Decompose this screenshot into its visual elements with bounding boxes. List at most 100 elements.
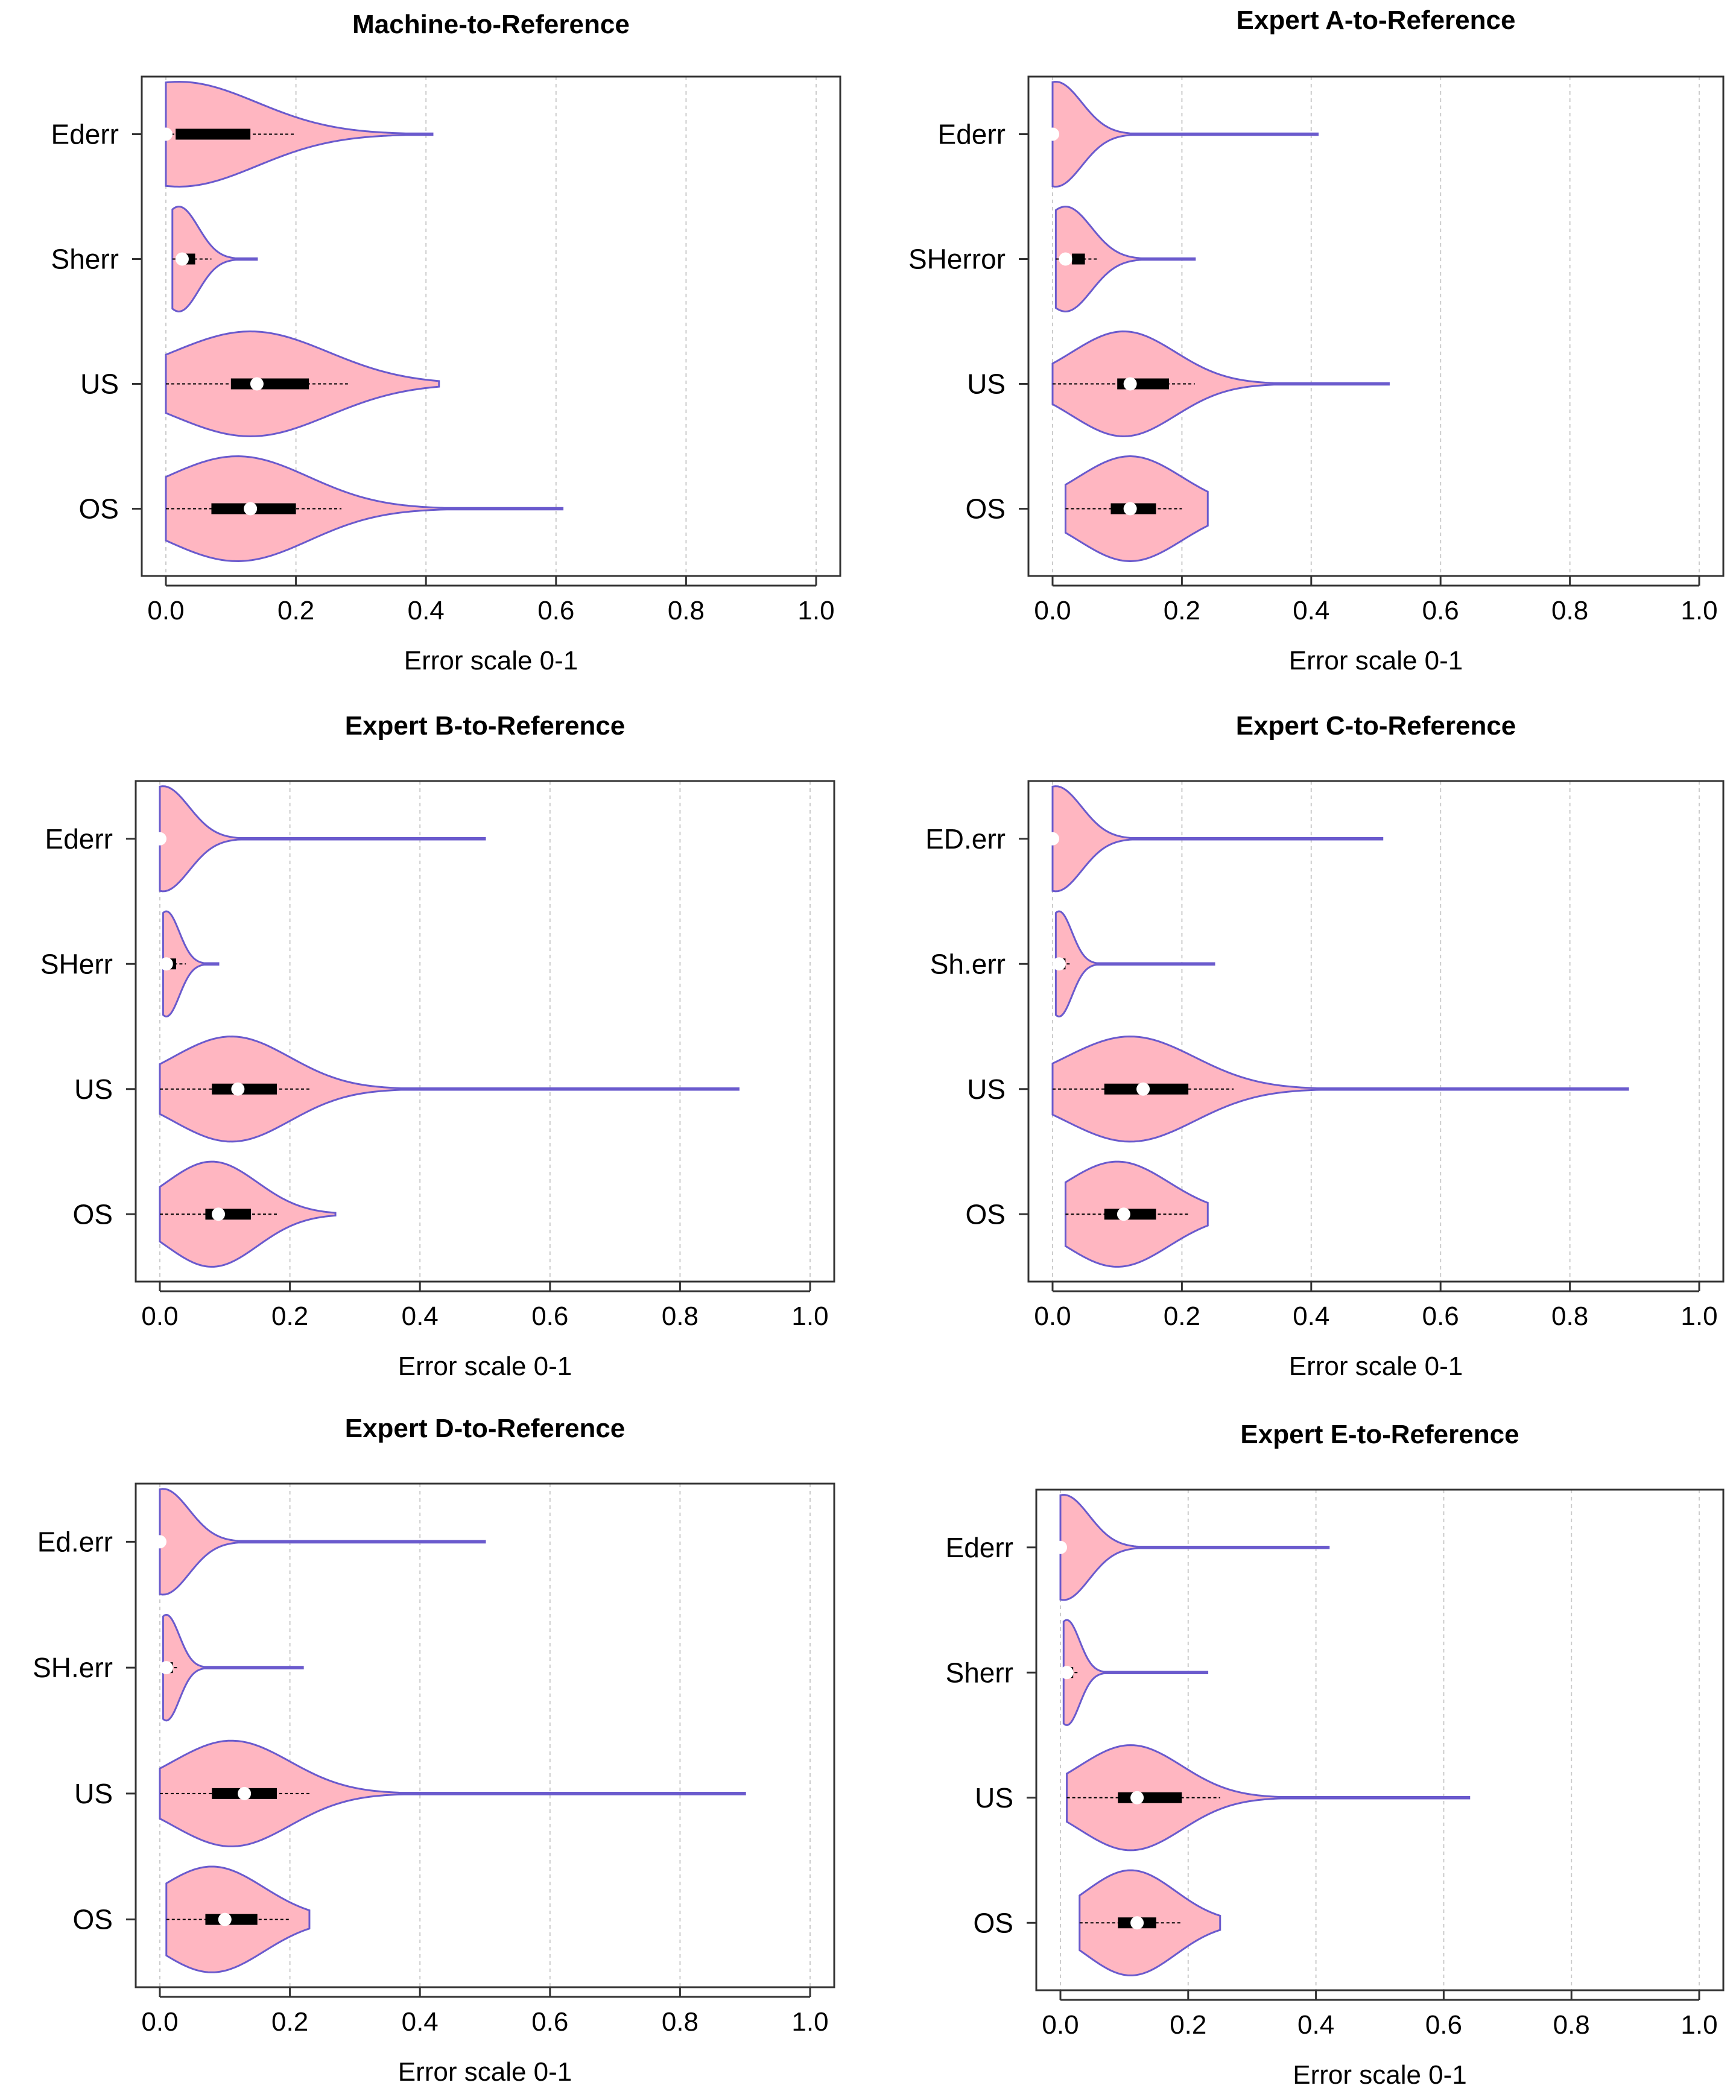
median-marker bbox=[244, 502, 258, 516]
violin-sherr: Sherr bbox=[51, 206, 258, 312]
median-marker bbox=[1117, 1207, 1130, 1221]
panel-3: Expert B-to-Reference 0.0 0.2 0.4 0.6 0.8 1.0 E… bbox=[40, 711, 835, 1381]
panel-5: Expert D-to-Reference 0.0 0.2 0.4 0.6 0.8 1.0 E… bbox=[33, 1414, 835, 2087]
x-tick-label: 0.2 bbox=[271, 2007, 308, 2037]
x-axis-label: Error scale 0-1 bbox=[398, 2057, 572, 2087]
x-tick-label: 1.0 bbox=[797, 596, 834, 625]
x-axis-label: Error scale 0-1 bbox=[398, 1352, 572, 1381]
x-tick-label: 0.8 bbox=[1551, 1301, 1588, 1331]
median-marker bbox=[153, 1535, 166, 1549]
x-tick-label: 0.2 bbox=[277, 596, 314, 625]
median-marker bbox=[175, 252, 189, 266]
median-marker bbox=[1136, 1082, 1150, 1096]
violin-sh-err: Sh.err bbox=[930, 910, 1215, 1017]
violin-body bbox=[1051, 81, 1319, 188]
category-label: US bbox=[74, 1778, 113, 1809]
chart-title: Expert D-to-Reference bbox=[345, 1414, 626, 1443]
category-label: OS bbox=[966, 1198, 1006, 1230]
x-tick-label: 0.2 bbox=[1164, 1301, 1200, 1331]
category-label: OS bbox=[966, 493, 1006, 525]
violin-ederr: Ederr bbox=[51, 81, 434, 188]
violin-body bbox=[159, 1739, 746, 1848]
category-label: Ed.err bbox=[37, 1526, 113, 1557]
violin-body bbox=[162, 1613, 304, 1722]
category-label: SH.err bbox=[33, 1652, 113, 1683]
category-label: Sherr bbox=[946, 1657, 1013, 1688]
x-tick-label: 0.8 bbox=[662, 1301, 699, 1331]
x-tick-label: 0.2 bbox=[271, 1301, 308, 1331]
violin-body bbox=[165, 81, 434, 188]
median-marker bbox=[1130, 1916, 1144, 1930]
violin-body bbox=[159, 1488, 486, 1596]
x-tick-label: 1.0 bbox=[1681, 1301, 1717, 1331]
violin-body bbox=[1059, 1494, 1330, 1601]
chart-title: Expert E-to-Reference bbox=[1240, 1420, 1519, 1449]
violin-body bbox=[159, 785, 486, 893]
x-tick-label: 0.0 bbox=[1034, 1301, 1071, 1331]
panel-4: Expert C-to-Reference 0.0 0.2 0.4 0.6 0.8 1.0 E… bbox=[925, 711, 1725, 1381]
violin-body bbox=[162, 910, 220, 1017]
x-tick-label: 1.0 bbox=[791, 2007, 828, 2037]
category-label: US bbox=[967, 1074, 1006, 1105]
violin-ederr: Ederr bbox=[45, 785, 486, 893]
category-label: Ederr bbox=[938, 119, 1006, 150]
median-marker bbox=[1052, 957, 1066, 971]
category-label: SHerr bbox=[40, 948, 113, 979]
median-marker bbox=[238, 1786, 252, 1800]
x-axis-label: Error scale 0-1 bbox=[404, 646, 578, 675]
category-label: OS bbox=[73, 1198, 113, 1230]
x-axis-label: Error scale 0-1 bbox=[1289, 1352, 1463, 1381]
x-tick-label: 0.6 bbox=[1422, 596, 1459, 625]
violin-sh-err: SH.err bbox=[33, 1613, 304, 1722]
x-tick-label: 0.6 bbox=[531, 2007, 568, 2037]
median-marker bbox=[1046, 832, 1059, 846]
x-tick-label: 0.6 bbox=[537, 596, 574, 625]
x-tick-label: 0.6 bbox=[531, 1301, 568, 1331]
x-tick-label: 0.4 bbox=[402, 1301, 439, 1331]
category-label: US bbox=[975, 1782, 1013, 1814]
x-tick-label: 1.0 bbox=[1681, 596, 1717, 625]
violin-us: US bbox=[74, 1036, 740, 1143]
x-tick-label: 0.8 bbox=[668, 596, 705, 625]
x-tick-label: 0.4 bbox=[1293, 1301, 1329, 1331]
category-label: US bbox=[74, 1074, 113, 1105]
violin-os: OS bbox=[79, 455, 564, 562]
iqr-box bbox=[1072, 253, 1085, 265]
x-tick-label: 0.4 bbox=[408, 596, 445, 625]
median-marker bbox=[1130, 1791, 1144, 1804]
median-marker bbox=[159, 1661, 173, 1675]
panel-2: Expert A-to-Reference 0.0 0.2 0.4 0.6 0.8 1.0 E… bbox=[908, 5, 1725, 675]
chart-title: Expert B-to-Reference bbox=[345, 711, 626, 741]
violin-os: OS bbox=[73, 1865, 311, 1973]
median-marker bbox=[1060, 1666, 1074, 1680]
x-tick-label: 0.0 bbox=[141, 2007, 178, 2037]
violin-ed-err: ED.err bbox=[925, 785, 1384, 893]
median-marker bbox=[1046, 127, 1059, 141]
violin-os: OS bbox=[73, 1160, 337, 1268]
violin-ederr: Ederr bbox=[946, 1494, 1330, 1601]
violin-body bbox=[1062, 1619, 1209, 1726]
x-axis-label: Error scale 0-1 bbox=[1293, 2060, 1467, 2090]
median-marker bbox=[212, 1207, 226, 1221]
plot-frame bbox=[1027, 780, 1725, 1283]
violin-body bbox=[1066, 1744, 1471, 1852]
median-marker bbox=[153, 832, 166, 846]
median-marker bbox=[159, 127, 173, 141]
violin-ed-err: Ed.err bbox=[37, 1488, 486, 1596]
violin-us: US bbox=[80, 330, 440, 437]
violin-os: OS bbox=[966, 1160, 1209, 1268]
iqr-box bbox=[176, 128, 251, 140]
iqr-box bbox=[1118, 1792, 1182, 1803]
category-label: Ederr bbox=[45, 823, 113, 855]
median-marker bbox=[218, 1912, 232, 1926]
category-label: ED.err bbox=[925, 823, 1006, 855]
violin-sherror: SHerror bbox=[908, 206, 1196, 312]
x-tick-label: 0.8 bbox=[1551, 596, 1588, 625]
violin-body bbox=[171, 206, 258, 312]
violin-body bbox=[159, 1036, 740, 1143]
median-marker bbox=[159, 957, 173, 971]
median-marker bbox=[231, 1082, 245, 1096]
category-label: OS bbox=[79, 493, 119, 525]
chart-title: Machine-to-Reference bbox=[352, 10, 630, 39]
